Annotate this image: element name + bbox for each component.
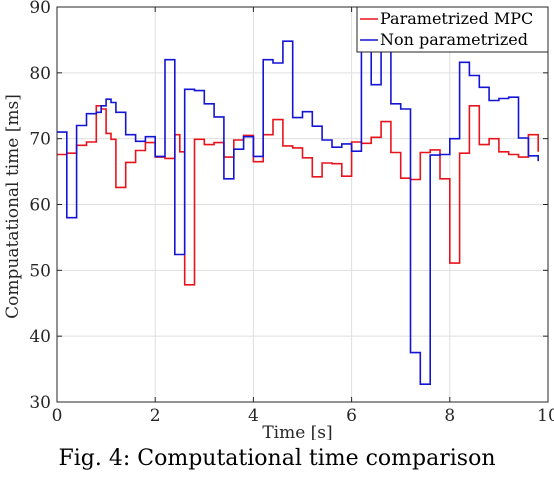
- series-line-non-parametrized: [57, 34, 539, 385]
- y-tick-label: 40: [29, 327, 51, 347]
- y-tick-label: 80: [29, 64, 51, 84]
- y-tick-label: 90: [29, 0, 51, 18]
- x-tick-label: 8: [444, 406, 455, 426]
- y-axis-ticks: 30 40 50 60 70 80 90: [29, 0, 548, 413]
- x-tick-label: 6: [346, 406, 357, 426]
- x-axis-label: Time [s]: [262, 423, 332, 440]
- legend-label: Non parametrized: [380, 30, 528, 49]
- legend-label: Parametrized MPC: [380, 9, 533, 28]
- x-tick-label: 10: [537, 406, 554, 426]
- x-tick-label: 4: [248, 406, 259, 426]
- legend: Parametrized MPC Non parametrized: [356, 6, 549, 53]
- chart-figure: 0 2 4 6 8 10 30 40 50 60 70 80 90 Time [s] Compuata…: [3, 0, 554, 440]
- y-tick-label: 70: [29, 130, 51, 150]
- figure-caption: Fig. 4: Computational time comparison: [58, 446, 496, 471]
- series-line-parametrized: [57, 105, 539, 286]
- y-axis-label: Compuatational time [ms]: [3, 94, 23, 319]
- x-tick-label: 0: [52, 406, 63, 426]
- y-tick-label: 50: [29, 261, 51, 281]
- legend-box: [356, 6, 549, 53]
- y-tick-label: 60: [29, 196, 51, 216]
- x-tick-label: 2: [150, 406, 161, 426]
- series-lines: [57, 34, 539, 385]
- grid-lines: [56, 6, 549, 403]
- y-tick-label: 30: [29, 393, 51, 413]
- x-axis-ticks: 0 2 4 6 8 10: [52, 7, 554, 426]
